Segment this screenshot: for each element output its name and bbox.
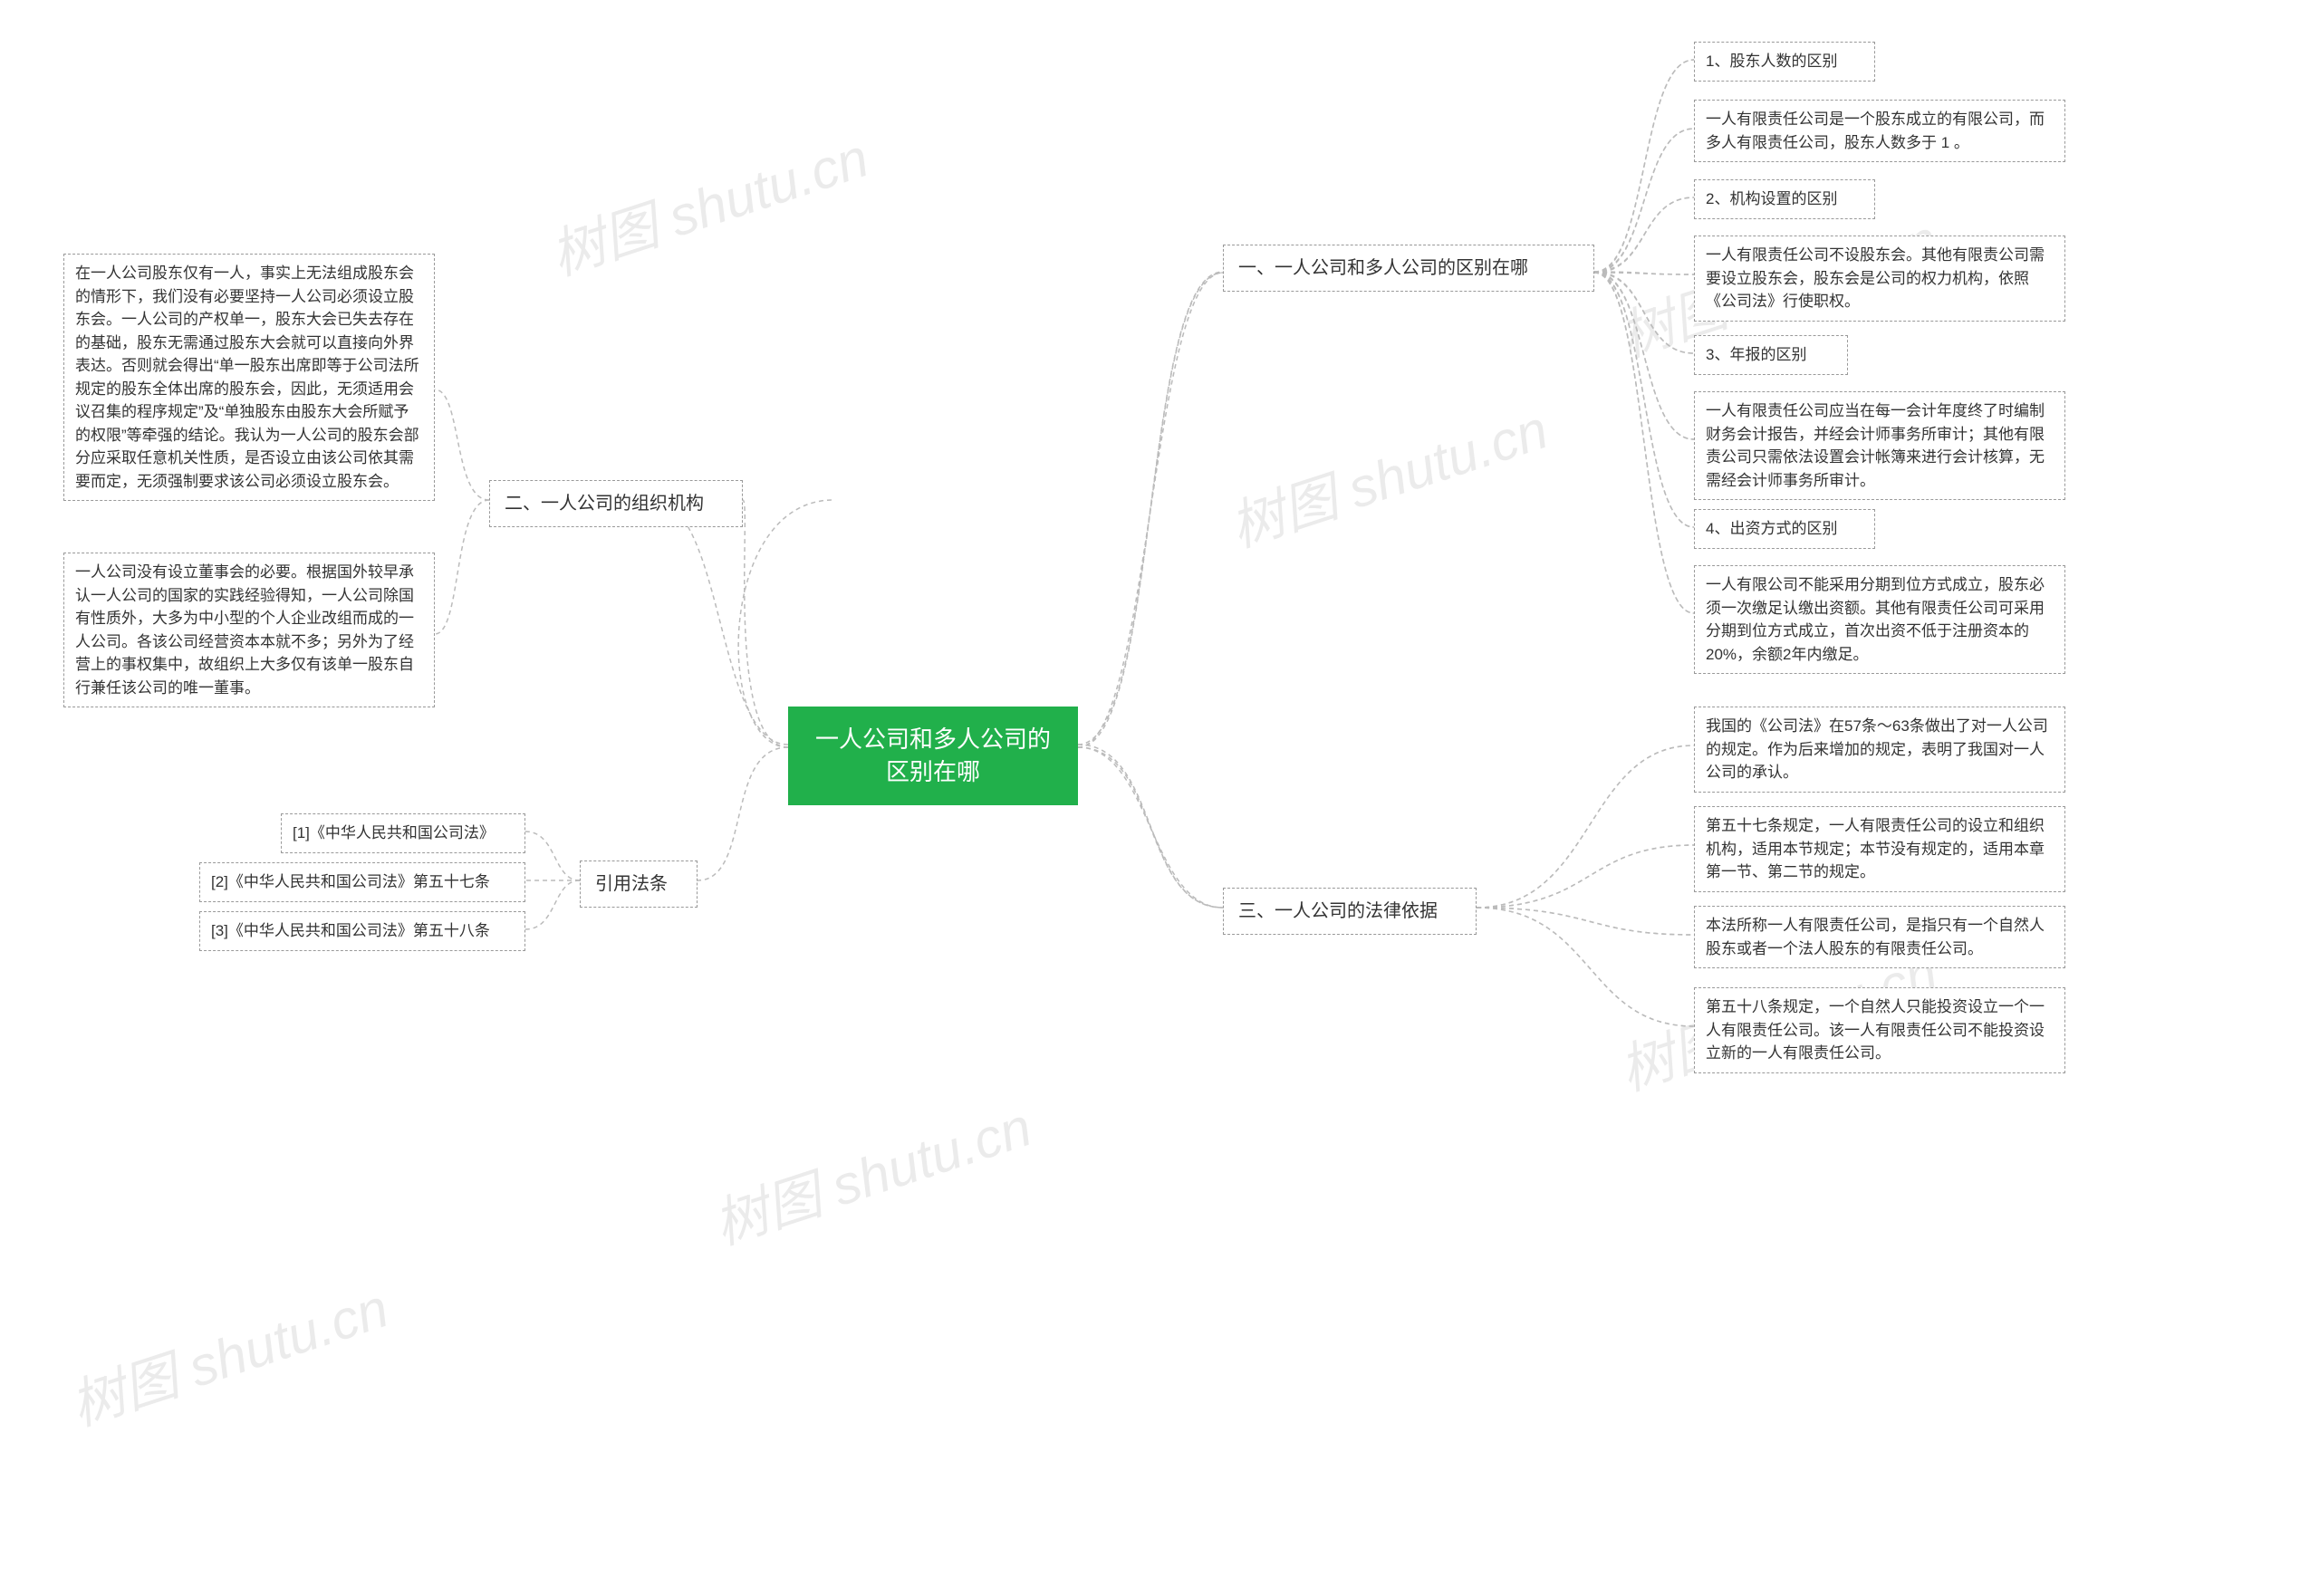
leaf-b1-4: 一人有限责任公司不设股东会。其他有限责公司需要设立股东会，股东会是公司的权力机构…	[1694, 236, 2065, 322]
leaf-b3-2: 第五十七条规定，一人有限责任公司的设立和组织机构，适用本节规定；本节没有规定的，…	[1694, 806, 2065, 892]
center-topic: 一人公司和多人公司的区别在哪	[788, 707, 1078, 805]
leaf-b4-1: [1]《中华人民共和国公司法》	[281, 813, 525, 853]
leaf-b1-2: 一人有限责任公司是一个股东成立的有限公司，而多人有限责任公司，股东人数多于 1 …	[1694, 100, 2065, 162]
watermark: 树图 shutu.cn	[539, 114, 877, 291]
leaf-b1-1: 1、股东人数的区别	[1694, 42, 1875, 82]
leaf-b1-7: 4、出资方式的区别	[1694, 509, 1875, 549]
leaf-b3-3: 本法所称一人有限责任公司，是指只有一个自然人股东或者一个法人股东的有限责任公司。	[1694, 906, 2065, 968]
leaf-b2-1: 在一人公司股东仅有一人，事实上无法组成股东会的情形下，我们没有必要坚持一人公司必…	[63, 254, 435, 501]
branch-4: 引用法条	[580, 860, 698, 908]
leaf-b4-2: [2]《中华人民共和国公司法》第五十七条	[199, 862, 525, 902]
leaf-b3-1: 我国的《公司法》在57条～63条做出了对一人公司的规定。作为后来增加的规定，表明…	[1694, 707, 2065, 793]
leaf-b3-4: 第五十八条规定，一个自然人只能投资设立一个一人有限责任公司。该一人有限责任公司不…	[1694, 987, 2065, 1073]
branch-1: 一、一人公司和多人公司的区别在哪	[1223, 245, 1594, 292]
watermark: 树图 shutu.cn	[1218, 386, 1556, 562]
leaf-b1-3: 2、机构设置的区别	[1694, 179, 1875, 219]
leaf-b1-5: 3、年报的区别	[1694, 335, 1848, 375]
mindmap-canvas: 树图 shutu.cn 树图 shutu.cn 树图 shutu.cn 树图 s…	[0, 0, 2319, 1596]
watermark: 树图 shutu.cn	[702, 1083, 1040, 1260]
leaf-b1-6: 一人有限责任公司应当在每一会计年度终了时编制财务会计报告，并经会计师事务所审计；…	[1694, 391, 2065, 500]
branch-3: 三、一人公司的法律依据	[1223, 888, 1477, 935]
watermark: 树图 shutu.cn	[59, 1264, 397, 1441]
leaf-b4-3: [3]《中华人民共和国公司法》第五十八条	[199, 911, 525, 951]
leaf-b1-8: 一人有限公司不能采用分期到位方式成立，股东必须一次缴足认缴出资额。其他有限责任公…	[1694, 565, 2065, 674]
leaf-b2-2: 一人公司没有设立董事会的必要。根据国外较早承认一人公司的国家的实践经验得知，一人…	[63, 553, 435, 707]
branch-2: 二、一人公司的组织机构	[489, 480, 743, 527]
